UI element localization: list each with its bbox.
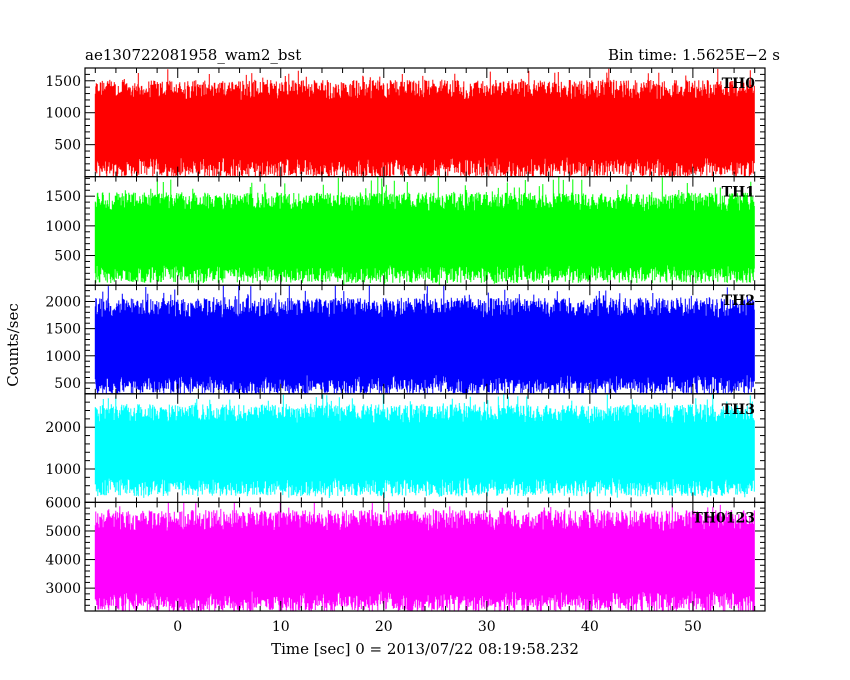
series-th1 xyxy=(94,176,755,285)
panel-label: TH3 xyxy=(722,402,755,418)
panel-th0123: 3000 4000 5000 6000 TH0123 xyxy=(45,495,766,612)
y-tick-label: 6000 xyxy=(45,495,81,511)
y-tick-label: 2000 xyxy=(45,294,81,310)
y-axis-label: Counts/sec xyxy=(4,303,22,387)
panel-label: TH0 xyxy=(722,76,756,92)
panel-th3: 1000 2000 TH3 xyxy=(45,393,766,503)
x-tick-label: 0 xyxy=(173,619,182,635)
y-tick-label: 3000 xyxy=(45,581,81,597)
plot-title-right: Bin time: 1.5625E−2 s xyxy=(608,46,780,64)
y-tick-label: 500 xyxy=(54,249,81,265)
y-tick-label: 500 xyxy=(54,376,81,392)
series-th3 xyxy=(94,393,755,498)
panel-th1: 500 1000 1500 TH1 xyxy=(45,176,766,286)
y-tick-label: 500 xyxy=(54,138,81,154)
panel-label: TH1 xyxy=(722,185,755,201)
x-axis-label: Time [sec] 0 = 2013/07/22 08:19:58.232 xyxy=(271,640,579,658)
series-th0 xyxy=(94,68,755,177)
y-tick-label: 1000 xyxy=(45,219,81,235)
y-tick-label: 1000 xyxy=(45,462,81,478)
x-tick-label: 10 xyxy=(272,619,290,635)
x-tick-label: 30 xyxy=(478,619,496,635)
series-th0123 xyxy=(94,502,755,611)
y-tick-label: 5000 xyxy=(45,524,81,540)
y-tick-label: 1500 xyxy=(45,322,81,338)
x-tick-label: 40 xyxy=(581,619,599,635)
panel-th0: 500 1000 1500 TH0 xyxy=(45,67,766,178)
plot-title-left: ae130722081958_wam2_bst xyxy=(85,46,301,64)
y-tick-label: 1000 xyxy=(45,349,81,365)
y-tick-label: 1500 xyxy=(45,74,81,90)
panel-th2: 500 1000 1500 2000 TH2 xyxy=(45,284,766,395)
series-th2 xyxy=(94,285,755,394)
y-tick-label: 1500 xyxy=(45,189,81,205)
x-tick-label: 50 xyxy=(684,619,702,635)
panel-label: TH0123 xyxy=(692,510,755,526)
y-tick-label: 2000 xyxy=(45,420,81,436)
y-tick-label: 1000 xyxy=(45,106,81,122)
panel-label: TH2 xyxy=(722,293,755,309)
y-tick-label: 4000 xyxy=(45,553,81,569)
x-tick-label: 20 xyxy=(375,619,393,635)
